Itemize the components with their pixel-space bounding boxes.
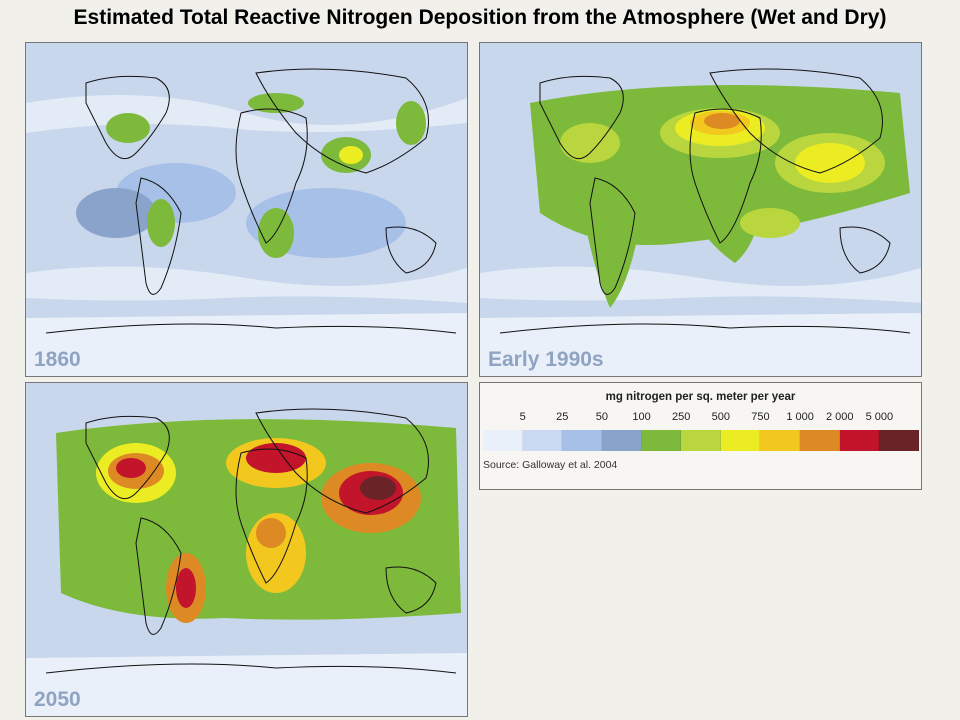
world-map-2050 [26, 383, 467, 716]
legend-swatch [760, 430, 801, 451]
legend-swatch [641, 430, 682, 451]
map-panel-2050: 2050 [25, 382, 468, 717]
map-panel-1860: 1860 [25, 42, 468, 377]
legend-color-bar [483, 430, 920, 451]
legend-tick-label: 250 [671, 411, 691, 423]
legend-swatch [879, 430, 920, 451]
map-panel-early-1990s: Early 1990s [479, 42, 922, 377]
world-map-1860 [26, 43, 467, 376]
legend-tick-label: 1 000 [786, 411, 814, 423]
legend-title: mg nitrogen per sq. meter per year [605, 391, 796, 403]
legend-tick-label: 500 [711, 411, 730, 423]
legend-swatch [601, 430, 642, 451]
color-legend: mg nitrogen per sq. meter per year 5 25 50… [479, 382, 922, 490]
panel-label-1860: 1860 [34, 348, 81, 371]
legend-swatch [681, 430, 721, 451]
legend-swatch [720, 430, 761, 451]
legend-tick-label: 25 [556, 411, 569, 423]
legend-source: Source: Galloway et al. 2004 [483, 459, 618, 471]
legend-tick-label: 50 [595, 411, 609, 423]
legend-tick-label: 100 [632, 411, 651, 423]
legend-swatch [522, 430, 563, 451]
legend-tick-label: 750 [751, 411, 770, 423]
legend-tick-label: 5 [519, 411, 526, 423]
legend-swatch [562, 430, 602, 451]
legend-swatch [839, 430, 880, 451]
panel-label-2050: 2050 [34, 688, 81, 711]
legend-tick-label: 5 000 [865, 411, 894, 423]
legend-swatch [483, 430, 523, 451]
slide-title: Estimated Total Reactive Nitrogen Deposi… [73, 6, 887, 29]
panel-label-early-1990s: Early 1990s [488, 348, 604, 371]
legend-swatch [800, 430, 840, 451]
world-map-early-1990s [480, 43, 921, 376]
legend-tick-label: 2 000 [825, 411, 854, 423]
